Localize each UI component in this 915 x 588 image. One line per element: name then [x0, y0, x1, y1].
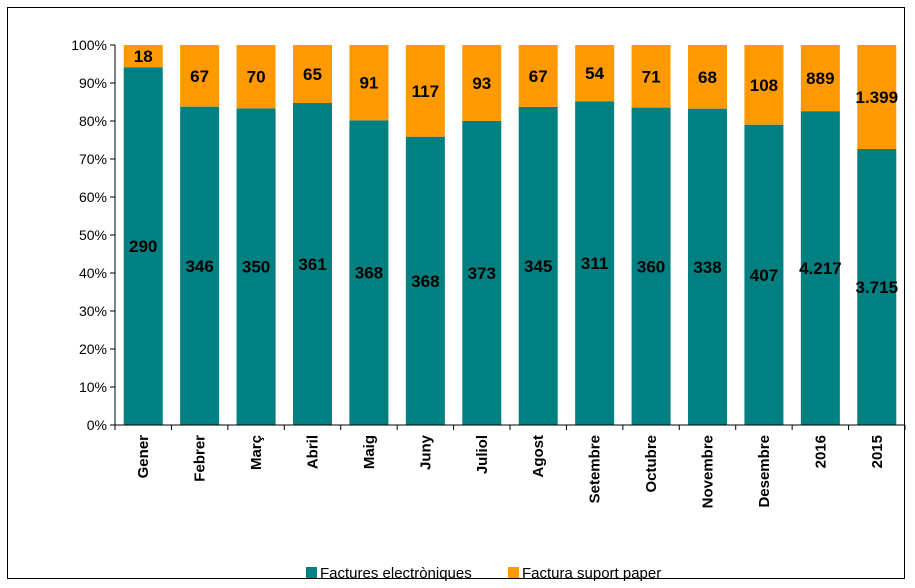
data-label-electronic-12: 4.217	[799, 259, 842, 278]
legend-label-electronic: Factures electròniques	[320, 565, 472, 582]
x-tick-label-3: Abril	[305, 435, 322, 469]
bar-paper-5	[405, 45, 445, 137]
x-tick-label-0: Gener	[135, 435, 152, 479]
x-tick-label-1: Febrer	[192, 435, 209, 482]
data-label-electronic-9: 360	[637, 257, 665, 276]
x-tick-label-5: Juny	[417, 434, 434, 470]
data-label-paper-0: 18	[134, 47, 153, 66]
data-labels-group: 290 18 346 67 350 70 361 65 368 91 368 117 373 93 345 6…	[129, 47, 898, 297]
data-label-paper-12: 889	[806, 69, 834, 88]
bar-electronic-10	[688, 108, 727, 425]
bar-electronic-12	[800, 111, 840, 425]
data-label-paper-3: 65	[303, 65, 322, 84]
data-label-electronic-3: 361	[298, 255, 326, 274]
bar-electronic-1	[180, 106, 220, 426]
data-label-electronic-1: 346	[185, 257, 213, 276]
y-tick-label-4: 40%	[79, 265, 107, 281]
x-tick-label-12: 2016	[812, 435, 829, 468]
bar-paper-0	[123, 45, 163, 68]
legend: Factures electròniques Factura suport pa…	[306, 565, 661, 582]
data-label-electronic-7: 345	[524, 257, 552, 276]
y-tick-label-8: 80%	[79, 113, 107, 129]
x-tick-label-10: Novembre	[700, 435, 717, 508]
bar-electronic-7	[518, 106, 558, 426]
data-label-paper-8: 54	[585, 64, 604, 83]
bars-group	[123, 45, 897, 426]
bar-electronic-9	[631, 107, 671, 426]
y-tick-label-1: 10%	[79, 379, 107, 395]
data-label-paper-9: 71	[642, 67, 661, 86]
bar-paper-8	[575, 45, 615, 102]
data-label-paper-4: 91	[359, 74, 378, 93]
bar-electronic-5	[405, 136, 445, 425]
data-label-electronic-4: 368	[355, 264, 383, 283]
bar-electronic-11	[744, 124, 784, 425]
data-label-paper-5: 117	[412, 82, 439, 101]
x-tick-label-9: Octubre	[643, 435, 660, 493]
bar-paper-1	[180, 45, 220, 107]
y-tick-label-0: 0%	[87, 417, 107, 433]
x-tick-label-6: Juliol	[474, 435, 491, 474]
data-label-electronic-8: 311	[581, 254, 608, 273]
x-tick-label-8: Setembre	[587, 435, 604, 503]
axes-group: Gener Febrer Març Abril Maig Juny Juliol Agost S…	[71, 37, 906, 508]
bar-electronic-8	[575, 101, 615, 425]
bar-electronic-0	[123, 67, 163, 425]
bar-paper-2	[236, 45, 276, 109]
legend-label-paper: Factura suport paper	[522, 565, 661, 582]
x-tick-label-13: 2015	[869, 435, 886, 468]
x-tick-label-4: Maig	[361, 435, 378, 469]
data-label-electronic-10: 338	[693, 258, 721, 277]
bar-paper-11	[744, 45, 784, 125]
data-label-electronic-13: 3.715	[856, 278, 899, 297]
data-label-paper-2: 70	[247, 68, 266, 87]
bar-paper-10	[688, 45, 727, 109]
data-label-electronic-11: 407	[750, 266, 778, 285]
bar-electronic-4	[349, 120, 389, 425]
bar-electronic-13	[857, 148, 897, 425]
data-label-paper-10: 68	[698, 68, 717, 87]
data-label-paper-1: 67	[190, 67, 209, 86]
y-tick-label-3: 30%	[79, 303, 107, 319]
data-label-electronic-0: 290	[129, 237, 157, 256]
y-tick-label-9: 90%	[79, 75, 107, 91]
data-label-electronic-6: 373	[468, 264, 496, 283]
data-label-paper-6: 93	[472, 74, 491, 93]
bar-electronic-3	[293, 102, 332, 425]
bar-paper-4	[349, 45, 389, 121]
data-label-electronic-2: 350	[242, 258, 270, 277]
y-tick-label-6: 60%	[79, 189, 107, 205]
y-tick-label-10: 100%	[71, 37, 107, 53]
bar-paper-12	[800, 45, 840, 112]
data-label-paper-7: 67	[529, 67, 548, 86]
data-label-paper-13: 1.399	[856, 88, 899, 107]
y-tick-label-5: 50%	[79, 227, 107, 243]
y-tick-label-2: 20%	[79, 341, 107, 357]
x-tick-label-11: Desembre	[756, 435, 773, 508]
x-tick-label-7: Agost	[530, 435, 547, 478]
data-label-paper-11: 108	[750, 76, 778, 95]
bar-paper-7	[518, 45, 558, 107]
bar-paper-9	[631, 45, 671, 108]
data-label-electronic-5: 368	[411, 272, 439, 291]
legend-swatch-paper	[508, 567, 519, 578]
y-tick-label-7: 70%	[79, 151, 107, 167]
x-tick-label-2: Març	[248, 435, 265, 470]
bar-electronic-6	[462, 120, 502, 425]
bar-paper-13	[857, 45, 897, 149]
legend-swatch-electronic	[306, 567, 317, 578]
bar-paper-6	[462, 45, 502, 121]
bar-paper-3	[293, 45, 332, 103]
bar-electronic-2	[236, 108, 276, 425]
